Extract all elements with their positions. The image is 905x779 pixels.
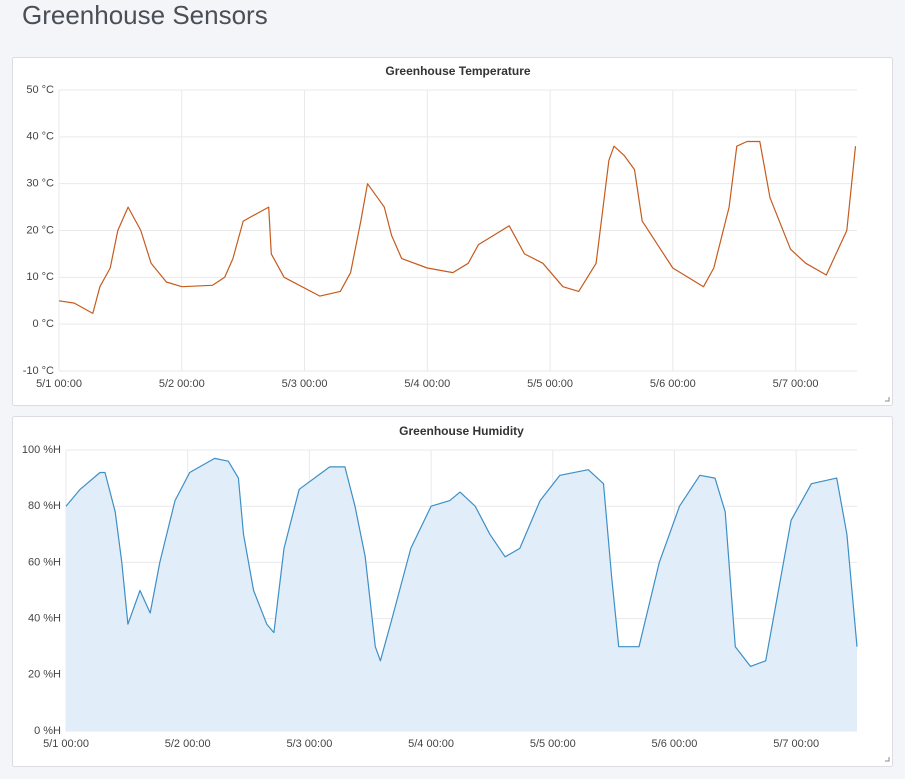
y-tick-label: 0 %H	[34, 725, 61, 737]
dashboard-title: Greenhouse Sensors	[22, 0, 268, 30]
y-tick-label: 40 %H	[28, 613, 61, 625]
chart-title: Greenhouse Temperature	[385, 64, 530, 78]
x-tick-label: 5/6 00:00	[650, 378, 696, 390]
chart-title: Greenhouse Humidity	[399, 424, 524, 438]
x-tick-label: 5/4 00:00	[408, 738, 454, 750]
x-tick-label: 5/7 00:00	[773, 378, 819, 390]
line	[58, 140, 857, 314]
resize-handle[interactable]	[885, 397, 890, 762]
y-tick-label: 20 %H	[28, 669, 61, 681]
line	[65, 457, 858, 667]
y-tick-label: 100 %H	[22, 444, 61, 456]
y-tick-label: 80 %H	[28, 500, 61, 512]
y-tick-label: 60 %H	[28, 556, 61, 568]
x-tick-label: 5/4 00:00	[404, 378, 450, 390]
y-tick-label: 40 °C	[26, 131, 54, 143]
y-tick-label: -10 °C	[23, 365, 54, 377]
x-tick-label: 5/3 00:00	[286, 738, 332, 750]
x-tick-label: 5/5 00:00	[530, 738, 576, 750]
x-tick-label: 5/2 00:00	[159, 378, 205, 390]
x-tick-label: 5/1 00:00	[43, 738, 89, 750]
panel	[12, 57, 893, 406]
x-tick-label: 5/1 00:00	[36, 378, 82, 390]
y-tick-label: 30 °C	[26, 178, 54, 190]
x-tick-label: 5/3 00:00	[282, 378, 328, 390]
x-tick-label: 5/6 00:00	[652, 738, 698, 750]
x-tick-label: 5/7 00:00	[773, 738, 819, 750]
y-tick-label: 10 °C	[26, 271, 54, 283]
area	[66, 458, 857, 731]
y-tick-label: 50 °C	[26, 84, 54, 96]
x-tick-label: 5/5 00:00	[527, 378, 573, 390]
y-tick-label: 0 °C	[32, 318, 54, 330]
x-tick-label: 5/2 00:00	[165, 738, 211, 750]
y-tick-label: 20 °C	[26, 224, 54, 236]
